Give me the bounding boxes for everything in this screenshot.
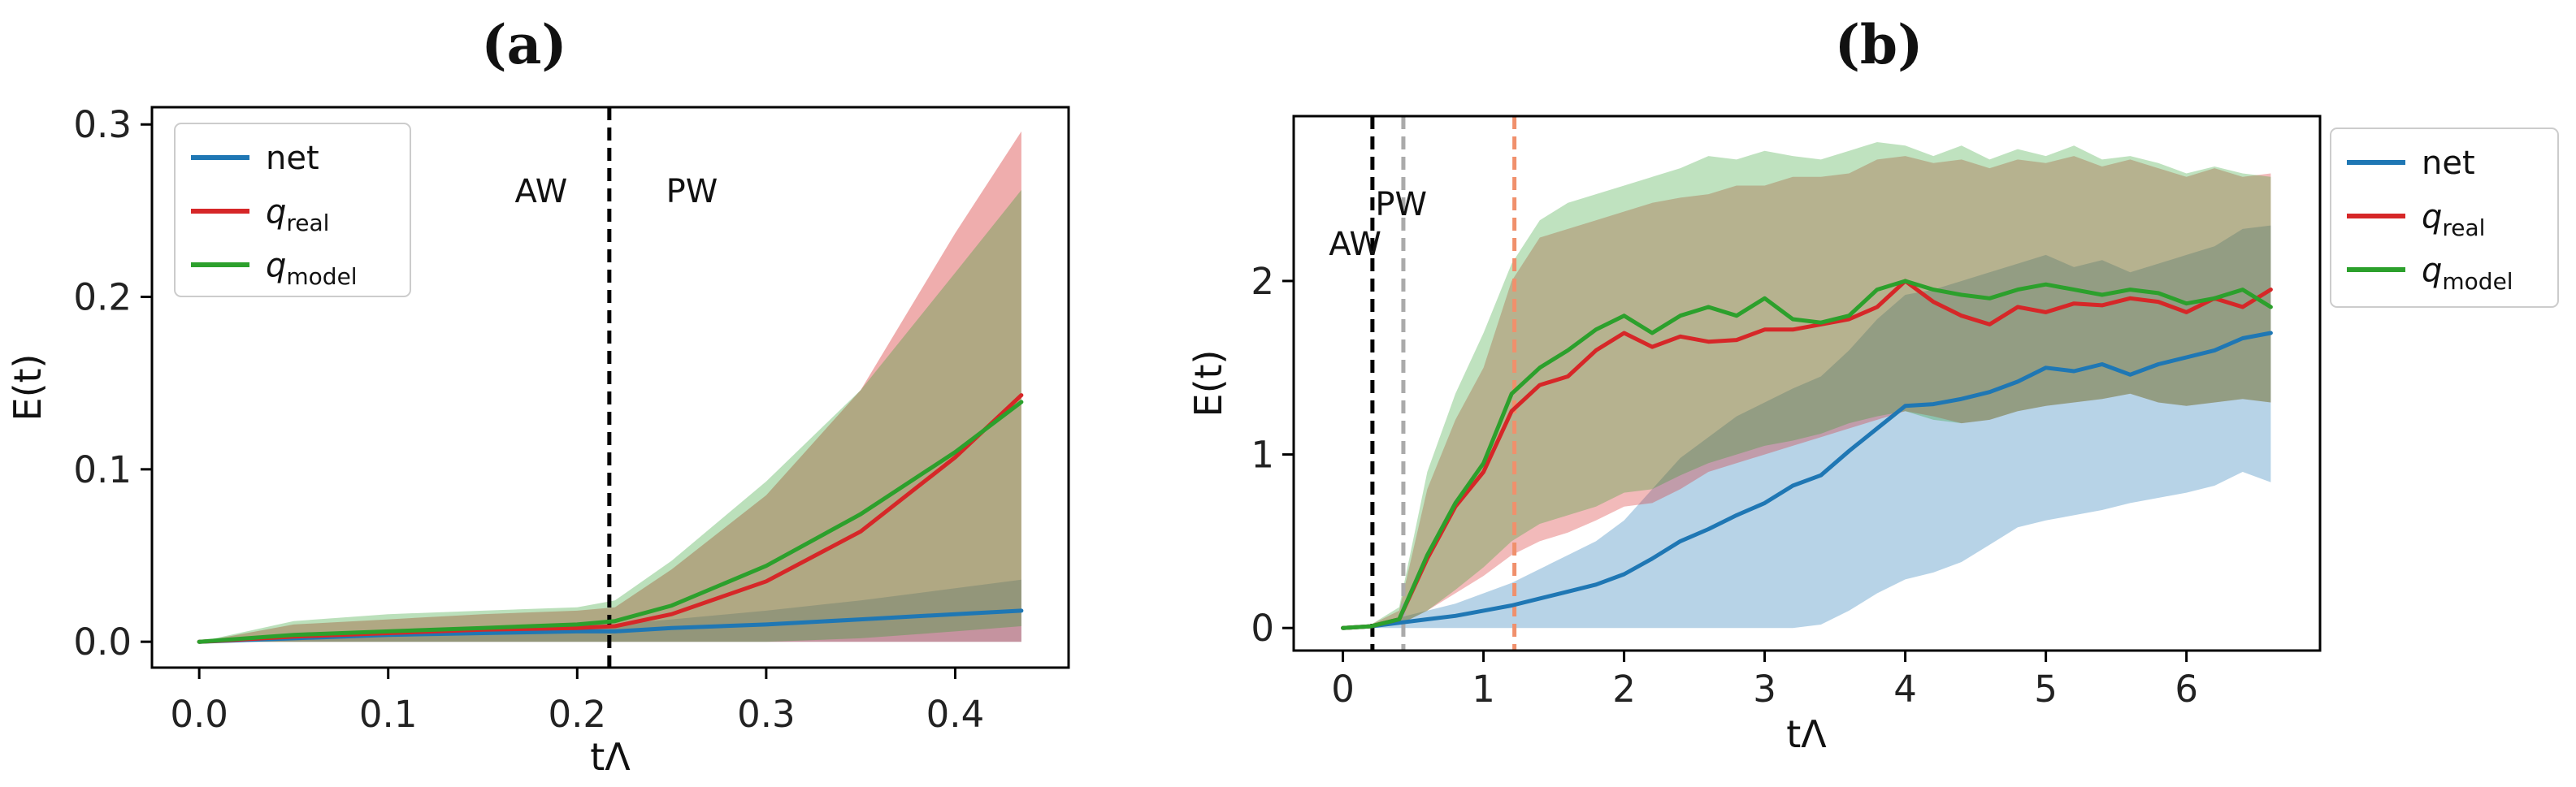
panel-a-chart: (a) 0.0 0.1 0.2 0.3 0.4 0.0 0.1 0.2 0.3 tΛ E(t)… xyxy=(6,13,1070,779)
band-model xyxy=(1342,142,2271,629)
x-tick-label: 3 xyxy=(1753,668,1776,711)
y-tick-label: 0.3 xyxy=(73,103,132,146)
legend-box xyxy=(174,123,411,297)
panel-a-frame xyxy=(150,106,1070,669)
series-line-net xyxy=(1341,331,2273,630)
x-tick-label: 0.3 xyxy=(737,693,796,736)
legend-entry-symbol: q xyxy=(2422,252,2442,289)
legend-entry: net xyxy=(2422,145,2475,182)
legend-entry-subscript: real xyxy=(286,210,329,236)
legend-entry: qreal xyxy=(266,193,329,236)
panel-a-y-ticks: 0.0 0.1 0.2 0.3 xyxy=(73,103,152,664)
legend-entry: qreal xyxy=(2422,198,2485,241)
panel-b-frame xyxy=(1292,115,2322,652)
band-real xyxy=(199,131,1021,642)
y-tick-label: 1 xyxy=(1251,434,1274,477)
series-line-model xyxy=(197,400,1024,644)
y-tick-label: 0.0 xyxy=(73,621,132,664)
panel-a-x-axis-label: tΛ xyxy=(590,735,631,779)
legend-entry: qmodel xyxy=(2422,252,2513,295)
annotation-pw: PW xyxy=(1375,186,1427,223)
y-tick-label: 0.2 xyxy=(73,276,132,319)
panel-a-x-ticks: 0.0 0.1 0.2 0.3 0.4 xyxy=(170,668,984,736)
band-real xyxy=(1342,156,2271,629)
y-tick-label: 0 xyxy=(1251,607,1274,650)
legend-entry: qmodel xyxy=(266,247,358,290)
x-tick-label: 0.1 xyxy=(359,693,418,736)
x-tick-label: 5 xyxy=(2034,668,2058,711)
series-line-real xyxy=(1341,279,2273,630)
legend-entry-symbol: q xyxy=(266,193,286,231)
band-net xyxy=(1342,225,2271,629)
annotation-pw: PW xyxy=(666,173,718,210)
x-tick-label: 4 xyxy=(1893,668,1917,711)
x-tick-label: 0.4 xyxy=(926,693,985,736)
annotation-aw: AW xyxy=(515,173,568,210)
legend-entry: net xyxy=(266,140,319,177)
band-model xyxy=(199,189,1021,642)
legend-entry-symbol: q xyxy=(2422,198,2442,236)
legend-entry-subscript: model xyxy=(286,263,357,290)
panel-a-annotations: AW PW xyxy=(515,173,718,210)
legend-entry-symbol: q xyxy=(266,247,286,284)
panel-a-title: (a) xyxy=(481,13,566,76)
panel-b-x-ticks: 0 1 2 3 4 5 6 xyxy=(1331,651,2198,711)
legend-entry-label: net xyxy=(266,140,319,177)
annotation-aw: AW xyxy=(1329,226,1381,263)
x-tick-label: 1 xyxy=(1472,668,1495,711)
panel-b-title: (b) xyxy=(1835,13,1923,76)
y-tick-label: 0.1 xyxy=(73,448,132,491)
panel-b-x-axis-label: tΛ xyxy=(1786,712,1827,756)
legend-box xyxy=(2330,128,2559,308)
legend-entry-subscript: real xyxy=(2442,214,2485,241)
panel-b-y-axis-label: E(t) xyxy=(1186,350,1230,417)
legend-entry-subscript: model xyxy=(2442,268,2513,295)
x-tick-label: 0.0 xyxy=(170,693,228,736)
y-tick-label: 2 xyxy=(1251,260,1274,303)
band-net xyxy=(199,579,1021,642)
x-tick-label: 0 xyxy=(1331,668,1355,711)
panel-b-y-ticks: 0 1 2 xyxy=(1251,260,1294,650)
x-tick-label: 0.2 xyxy=(549,693,607,736)
x-tick-label: 6 xyxy=(2175,668,2198,711)
panel-a-plot-area xyxy=(197,107,1024,668)
legend-entry-label: net xyxy=(2422,145,2475,182)
x-tick-label: 2 xyxy=(1612,668,1636,711)
series-line-model xyxy=(1341,279,2273,630)
panel-a-y-axis-label: E(t) xyxy=(6,354,50,422)
panel-b-plot-area xyxy=(1341,116,2273,651)
